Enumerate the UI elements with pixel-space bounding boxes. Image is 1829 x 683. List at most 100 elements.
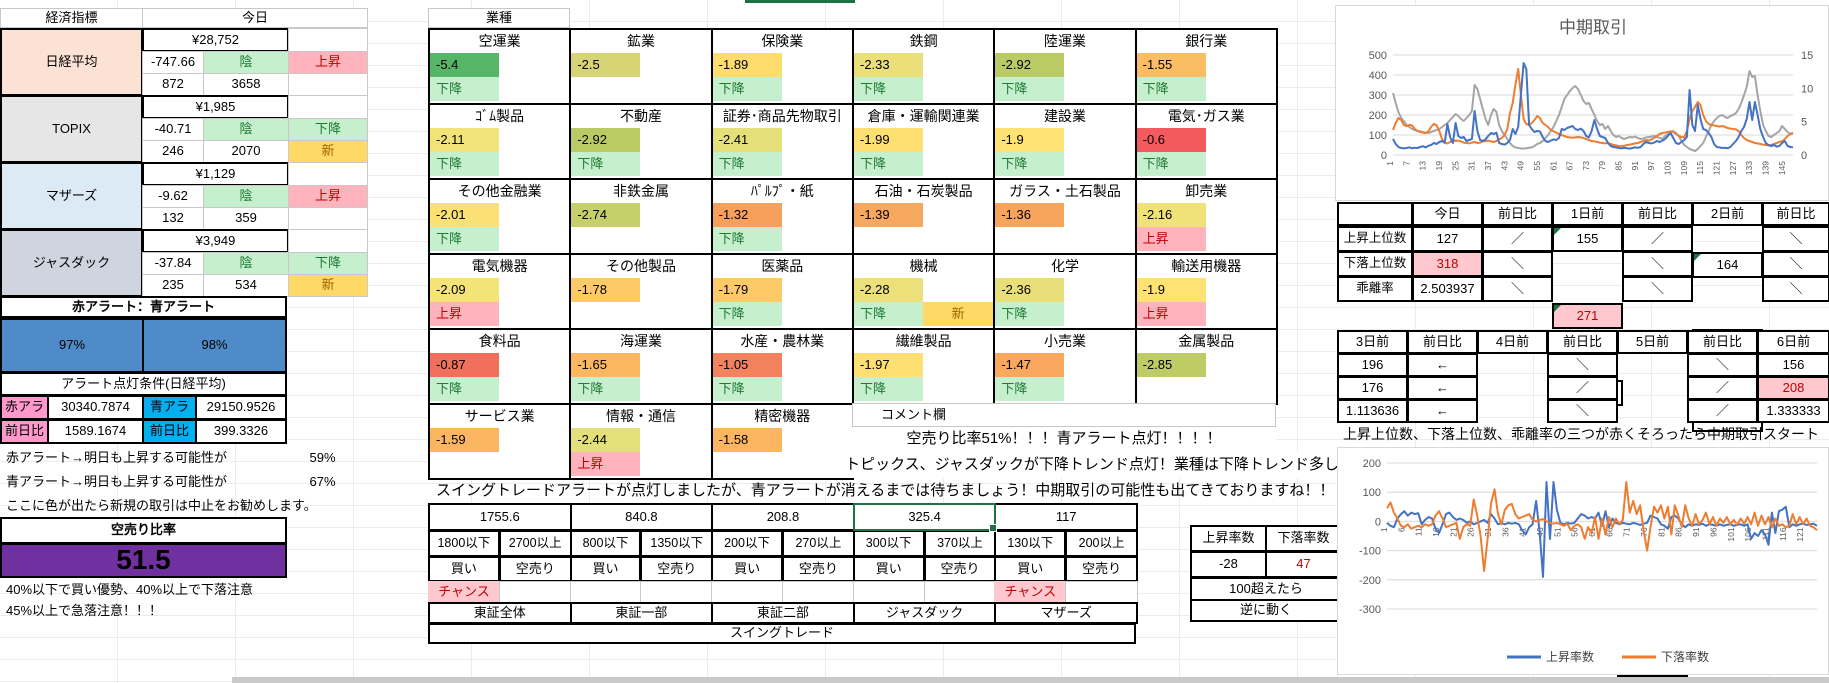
swing-value-東証全体[interactable]: 1755.6: [428, 503, 572, 531]
t2-header-0[interactable]: 3日前: [1337, 330, 1408, 354]
sector-value[interactable]: -1.39: [853, 203, 923, 227]
red-probability-pct[interactable]: 59%: [309, 449, 336, 465]
sector-name[interactable]: 電気･ガス業: [1136, 105, 1276, 128]
t1-cell[interactable]: 2.503937: [1412, 276, 1483, 302]
sector-trend[interactable]: 下降: [430, 377, 499, 401]
swing-sell-label[interactable]: 空売り: [640, 556, 714, 582]
swing-market-name[interactable]: マザーズ: [994, 602, 1138, 624]
sector-trend[interactable]: [571, 77, 641, 101]
swing-low-threshold[interactable]: 1800以下: [428, 530, 500, 557]
t1-header-0[interactable]: [1337, 202, 1413, 226]
sector-name[interactable]: 倉庫・運輸関連業: [853, 105, 994, 128]
sector-trend[interactable]: [995, 227, 1065, 251]
sector-trend[interactable]: 下降: [430, 77, 499, 101]
swing-market-name[interactable]: ジャスダック: [852, 602, 997, 624]
t1-header-1[interactable]: 今日: [1412, 202, 1483, 226]
blue-prev-value[interactable]: 399.3326: [195, 419, 287, 444]
sector-name[interactable]: 卸売業: [1136, 180, 1276, 203]
sector-trend[interactable]: 上昇: [1136, 302, 1206, 326]
t2-cell[interactable]: 156: [1757, 353, 1829, 377]
sector-trend[interactable]: [1136, 377, 1206, 401]
sector-trend[interactable]: 下降: [1136, 152, 1206, 176]
index-decliners[interactable]: 359: [203, 207, 289, 230]
index-trend[interactable]: 上昇: [288, 51, 368, 74]
blue-alert-value[interactable]: 29150.9526: [195, 395, 287, 420]
sector-value[interactable]: -2.01: [430, 203, 499, 227]
t2-header-1[interactable]: 前日比: [1407, 330, 1478, 354]
t1-cell[interactable]: ＼: [1762, 251, 1829, 277]
swing-market-name[interactable]: 東証一部: [569, 602, 714, 624]
t1-header-5[interactable]: 2日前: [1692, 202, 1763, 226]
midterm-chart[interactable]: 0 100 200 300 400 500 0 5 10 15 1 7 13 19 25 31 37 43 49 55…: [1335, 5, 1829, 201]
sector-trend[interactable]: 下降: [1136, 77, 1206, 101]
sector-name[interactable]: ｺﾞﾑ製品: [430, 105, 570, 128]
sector-trend[interactable]: 下降: [571, 152, 641, 176]
sector-name[interactable]: 繊維製品: [853, 330, 994, 353]
blue-alert-percent[interactable]: 98%: [142, 318, 287, 373]
t1-cell[interactable]: 271: [1552, 303, 1623, 329]
index-decliners[interactable]: 2070: [203, 140, 289, 163]
swing-buy-label[interactable]: 買い: [711, 556, 783, 582]
swing-low-threshold[interactable]: 300以下: [852, 530, 925, 557]
t2-cell[interactable]: ←: [1407, 376, 1478, 400]
blue-prev-label[interactable]: 前日比: [142, 419, 197, 444]
sector-value[interactable]: -1.9: [995, 128, 1065, 152]
swing-high-threshold[interactable]: 1350以下: [640, 530, 714, 557]
sector-name[interactable]: 建設業: [995, 105, 1135, 128]
short-sell-note1[interactable]: 40%以下で買い優勢、40%以上で下落注意: [6, 582, 254, 598]
sector-name[interactable]: 鉱業: [571, 30, 711, 53]
swing-high-threshold[interactable]: 370以上: [923, 530, 997, 557]
sector-value[interactable]: -2.5: [571, 53, 641, 77]
sector-name[interactable]: 小売業: [995, 330, 1135, 353]
swing-buy-label[interactable]: 買い: [852, 556, 925, 582]
t2-cell[interactable]: ／: [1687, 376, 1758, 400]
red-alert-percent[interactable]: 97%: [0, 318, 144, 373]
sector-new-badge[interactable]: 新: [922, 302, 994, 326]
t1-cell[interactable]: 155: [1552, 226, 1623, 252]
t2-header-2[interactable]: 4日前: [1477, 330, 1548, 354]
sector-value[interactable]: -1.89: [712, 53, 782, 77]
blue-probability-note[interactable]: 青アラート→明日も上昇する可能性が: [6, 473, 228, 489]
t1-cell[interactable]: ／: [1622, 226, 1693, 252]
sector-name[interactable]: 証券･商品先物取引: [712, 105, 852, 128]
sector-value[interactable]: -1.79: [712, 278, 782, 302]
swing-chance-spacer[interactable]: [1065, 581, 1138, 603]
t1-header-2[interactable]: 前日比: [1482, 202, 1553, 226]
index-price-spacer[interactable]: [288, 28, 368, 52]
swing-buy-label[interactable]: 買い: [428, 556, 500, 582]
comment-section-header[interactable]: コメント欄: [852, 403, 1276, 427]
index-new-badge[interactable]: 新: [288, 140, 368, 163]
swing-high-threshold[interactable]: 200以上: [1065, 530, 1138, 557]
index-candle[interactable]: 陰: [203, 51, 289, 74]
sector-name[interactable]: 空運業: [430, 30, 570, 53]
stop-trading-note[interactable]: ここに色が出たら新規の取引は中止をお勧めします。: [6, 497, 317, 513]
red-prev-value[interactable]: 1589.1674: [47, 419, 144, 444]
index-name-3[interactable]: ジャスダック: [0, 229, 143, 297]
sector-name[interactable]: 銀行業: [1136, 30, 1276, 53]
sector-trend[interactable]: 下降: [571, 377, 641, 401]
sector-value[interactable]: -2.11: [430, 128, 499, 152]
swing-chance-badge[interactable]: [569, 581, 642, 603]
blue-alert-label[interactable]: 青アラ: [142, 395, 197, 420]
sector-value[interactable]: -5.4: [430, 53, 499, 77]
sector-name[interactable]: 不動産: [571, 105, 711, 128]
sector-trend[interactable]: [712, 452, 782, 476]
sector-trend[interactable]: 下降: [853, 77, 923, 101]
sector-trend[interactable]: 下降: [712, 302, 782, 326]
bottom-scroll-strip[interactable]: [232, 677, 1829, 683]
index-name-0[interactable]: 日経平均: [0, 28, 143, 96]
sector-name[interactable]: 鉄鋼: [853, 30, 994, 53]
swing-chance-spacer[interactable]: [640, 581, 714, 603]
index-price[interactable]: ¥1,129: [142, 162, 289, 186]
rate-box-note2[interactable]: 逆に動く: [1190, 599, 1342, 622]
sector-trend[interactable]: 下降: [995, 377, 1065, 401]
sector-trend[interactable]: 下降: [853, 377, 923, 401]
t2-cell[interactable]: ＼: [1547, 353, 1618, 377]
sector-name[interactable]: 陸運業: [995, 30, 1135, 53]
sector-trend[interactable]: 下降: [712, 77, 782, 101]
sector-trend[interactable]: 上昇: [1136, 227, 1206, 251]
sector-value[interactable]: -1.36: [995, 203, 1065, 227]
sector-trend[interactable]: 上昇: [571, 452, 641, 476]
t2-cell[interactable]: ←: [1407, 353, 1478, 377]
sector-value[interactable]: -2.16: [1136, 203, 1206, 227]
